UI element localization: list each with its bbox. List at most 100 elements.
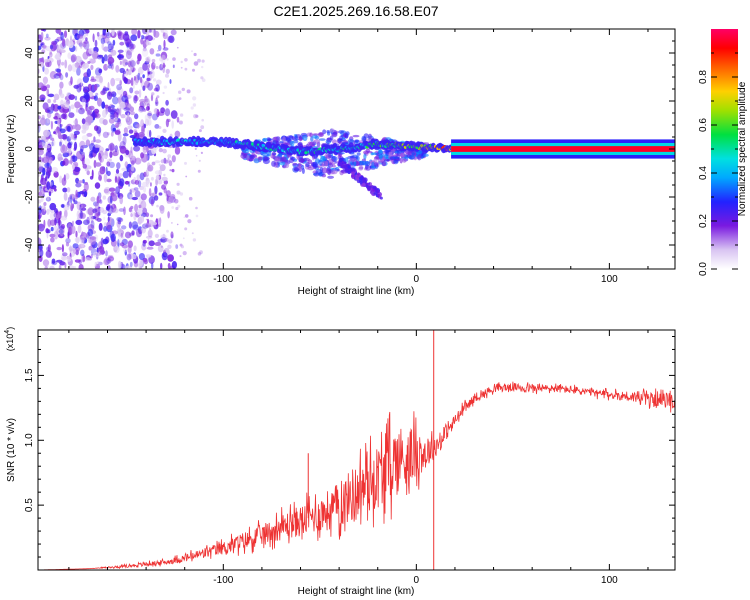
noise-speckle (71, 220, 75, 226)
signal-spread (363, 153, 367, 160)
noise-speckle (114, 122, 120, 128)
signal-spread (353, 160, 357, 167)
signal-spread (384, 159, 389, 162)
noise-speckle (63, 204, 70, 211)
noise-speckle (155, 84, 160, 92)
noise-speckle (117, 236, 122, 244)
signal-spread (285, 137, 291, 142)
noise-speckle (108, 117, 115, 124)
signal-spread (400, 152, 405, 158)
noise-speckle (131, 221, 139, 230)
signal-branch (368, 182, 371, 185)
noise-speckle (146, 246, 154, 250)
noise-speckle (38, 137, 41, 143)
noise-speckle (74, 124, 81, 131)
signal-spread (302, 134, 308, 141)
signal-branch (344, 161, 347, 164)
noise-speckle (78, 65, 82, 69)
noise-speckle (164, 183, 167, 187)
noise-speckle (145, 58, 151, 64)
signal-spread (301, 168, 305, 174)
signal-spread (356, 152, 361, 156)
noise-speckle (122, 72, 125, 81)
noise-speckle (42, 259, 50, 267)
noise-speckle (94, 202, 100, 210)
noise-speckle (145, 179, 151, 184)
noise-speckle (44, 118, 51, 126)
noise-speckle (59, 141, 62, 147)
signal-spread (332, 164, 336, 168)
noise-speckle (187, 219, 192, 224)
noise-speckle (170, 29, 177, 36)
noise-speckle (71, 63, 78, 72)
noise-speckle (144, 98, 149, 103)
noise-speckle (142, 85, 146, 91)
noise-speckle (136, 174, 141, 181)
noise-speckle (93, 144, 101, 148)
noise-speckle (163, 39, 166, 49)
noise-speckle (145, 235, 153, 239)
noise-speckle (93, 201, 99, 207)
noise-speckle (68, 112, 75, 118)
noise-speckle (93, 136, 96, 143)
noise-speckle (49, 265, 55, 269)
noise-speckle (121, 95, 129, 103)
noise-speckle (131, 230, 135, 236)
y-tick-label: 0.5 (24, 498, 35, 512)
noise-speckle (118, 173, 123, 177)
noise-speckle (53, 131, 56, 135)
noise-speckle (151, 262, 154, 269)
noise-speckle (123, 206, 126, 216)
signal-spread (318, 172, 323, 177)
noise-speckle (117, 191, 120, 198)
noise-speckle (161, 251, 168, 261)
noise-speckle (44, 36, 51, 41)
signal-spread (381, 161, 387, 167)
noise-speckle (92, 50, 99, 60)
noise-speckle (39, 189, 45, 197)
noise-speckle (173, 198, 179, 204)
noise-speckle (74, 95, 78, 101)
noise-speckle (66, 187, 71, 193)
noise-speckle (194, 147, 197, 150)
noise-speckle (80, 239, 85, 248)
noise-speckle (126, 43, 129, 49)
noise-speckle (131, 253, 137, 260)
signal-spread (331, 169, 338, 175)
signal-spread (326, 130, 330, 134)
signal-spread (361, 135, 367, 142)
noise-speckle (141, 34, 145, 40)
noise-speckle (96, 196, 100, 204)
noise-speckle (95, 92, 99, 96)
noise-speckle (106, 258, 112, 264)
noise-speckle (107, 265, 111, 269)
noise-speckle (138, 89, 142, 98)
signal-spread (293, 167, 299, 172)
noise-speckle (74, 45, 78, 52)
noise-speckle (147, 67, 150, 76)
noise-speckle (70, 76, 73, 85)
noise-speckle (156, 135, 161, 140)
noise-speckle (49, 233, 56, 238)
signal-spread (275, 141, 281, 145)
spectrogram-x-axis-label: Height of straight line (km) (298, 286, 415, 297)
noise-speckle (92, 251, 100, 258)
noise-speckle (123, 77, 128, 82)
noise-speckle (42, 29, 47, 32)
noise-speckle (68, 149, 72, 154)
signal-spread (313, 139, 321, 144)
noise-speckle (162, 148, 167, 154)
signal-spread (253, 158, 260, 164)
noise-speckle (135, 124, 142, 128)
noise-speckle (88, 58, 95, 62)
noise-speckle (186, 89, 191, 94)
noise-speckle (107, 41, 112, 45)
noise-speckle (73, 166, 81, 173)
noise-speckle (157, 111, 165, 116)
noise-speckle (108, 91, 111, 97)
signal-spread (391, 156, 399, 160)
noise-speckle (54, 208, 58, 214)
noise-speckle (171, 206, 175, 209)
colorbar-tick-label: 0.0 (698, 262, 709, 276)
